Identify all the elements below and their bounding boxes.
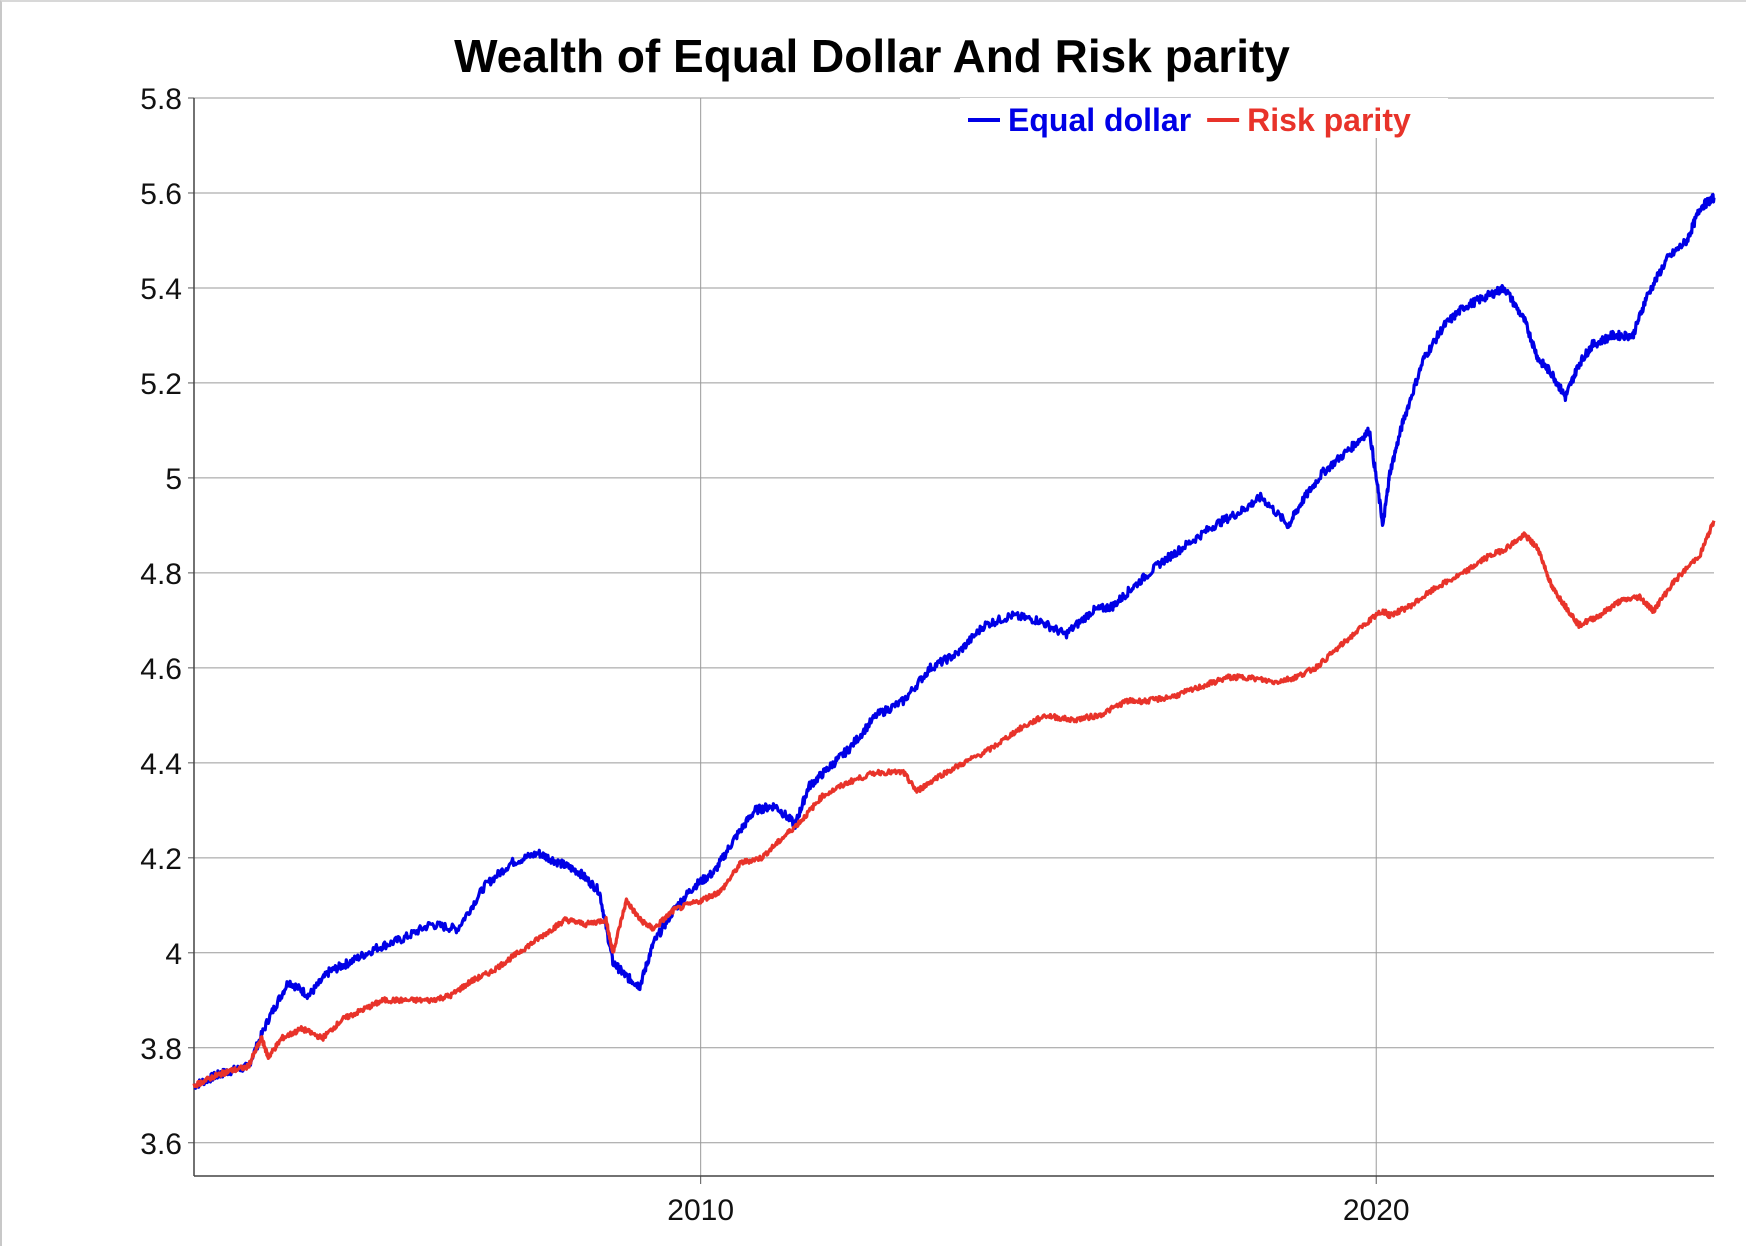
series-line-equal-dollar bbox=[192, 192, 1716, 1090]
y-tick-label: 3.6 bbox=[140, 1128, 182, 1161]
y-tick-label: 5.8 bbox=[140, 83, 182, 116]
legend: Equal dollar Risk parity bbox=[960, 98, 1448, 138]
y-tick-label: 4.8 bbox=[140, 558, 182, 591]
chart-title: Wealth of Equal Dollar And Risk parity bbox=[454, 30, 1290, 82]
y-tick-label: 3.8 bbox=[140, 1033, 182, 1066]
y-tick-labels: 3.6 3.8 4 4.2 4.4 4.6 4.8 5 5.2 5.4 5.6 5.8 bbox=[140, 83, 182, 1161]
legend-background bbox=[960, 98, 1448, 138]
y-tick-label: 5.4 bbox=[140, 273, 182, 306]
x-tick-labels: 2010 2020 bbox=[667, 1194, 1409, 1227]
y-tick-label: 5.6 bbox=[140, 178, 182, 211]
x-tick-label: 2010 bbox=[667, 1194, 734, 1227]
grid bbox=[194, 97, 1714, 1176]
x-tick-label: 2020 bbox=[1343, 1194, 1410, 1227]
y-tick-label: 4.6 bbox=[140, 653, 182, 686]
y-tick-label: 5.2 bbox=[140, 368, 182, 401]
y-tick-label: 4.2 bbox=[140, 843, 182, 876]
legend-label: Equal dollar bbox=[1008, 102, 1191, 138]
y-tick-label: 4 bbox=[165, 938, 182, 971]
y-tick-label: 5 bbox=[165, 463, 182, 496]
legend-label: Risk parity bbox=[1247, 102, 1411, 138]
series-line-risk-parity bbox=[192, 520, 1716, 1089]
y-tick-label: 4.4 bbox=[140, 748, 182, 781]
axes bbox=[188, 97, 1714, 1184]
series-lines bbox=[192, 192, 1716, 1090]
